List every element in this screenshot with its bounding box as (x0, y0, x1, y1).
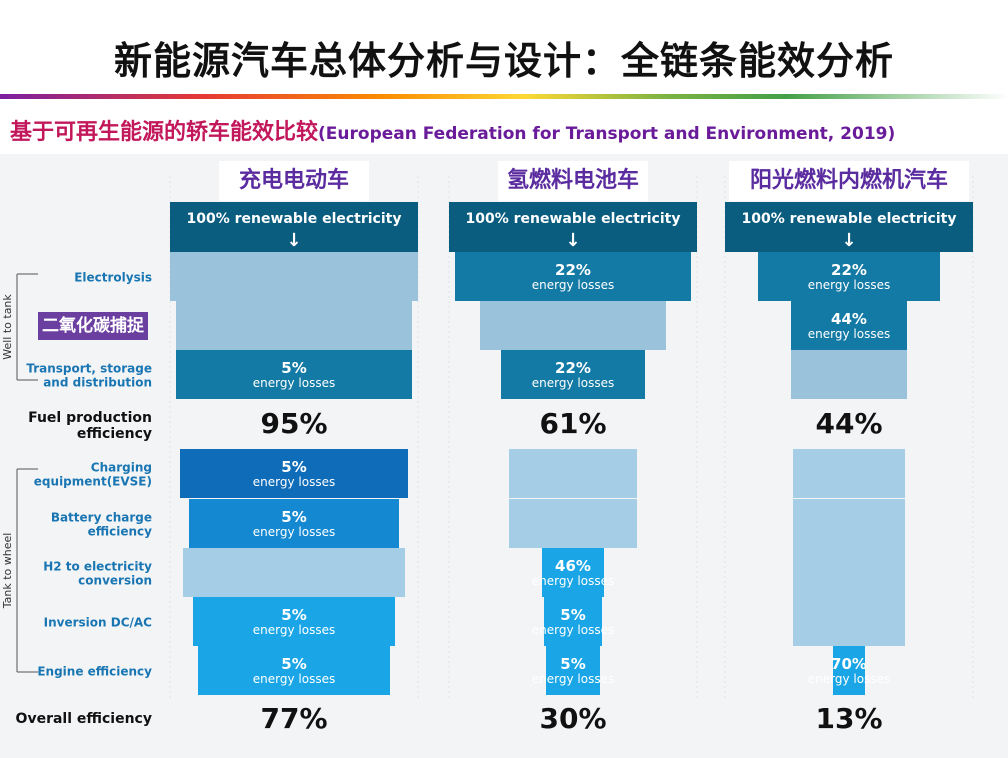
stage-bar (833, 646, 865, 695)
loss-value-label: 5% (281, 508, 306, 526)
stage-bar (170, 252, 418, 301)
overall-efficiency-value: 77% (260, 702, 327, 735)
loss-value-label: 5% (560, 606, 585, 624)
loss-caption-label: energy losses (253, 376, 335, 390)
loss-value-label: 5% (281, 359, 306, 377)
source-label: 100% renewable electricity (466, 211, 681, 227)
overall-efficiency-label: Overall efficiency (16, 711, 152, 727)
fuel-production-label: efficiency (77, 426, 152, 442)
loss-value-label: 5% (560, 655, 585, 673)
stage-bar (198, 646, 390, 695)
stage-label: Inversion DC/AC (44, 616, 153, 630)
loss-caption-label: energy losses (253, 623, 335, 637)
stage-bar (193, 597, 395, 646)
co2-capture-annotation: 二氧化碳捕捉 (38, 312, 148, 340)
loss-value-label: 22% (555, 359, 591, 377)
source-label: 100% renewable electricity (187, 211, 402, 227)
stage-bar (183, 548, 405, 597)
stage-bar (758, 252, 940, 301)
loss-caption-label: energy losses (532, 672, 614, 686)
loss-caption-label: energy losses (808, 672, 890, 686)
stage-label: Battery charge (51, 511, 152, 525)
stage-bar (176, 301, 412, 350)
loss-caption-label: energy losses (253, 475, 335, 489)
stage-bar (180, 449, 408, 498)
fuel-efficiency-value: 95% (260, 407, 327, 440)
stage-bar (546, 646, 600, 695)
stage-bar (791, 350, 907, 399)
loss-value-label: 22% (555, 261, 591, 279)
group-label: Well to tank (1, 294, 14, 360)
source-box (725, 202, 973, 252)
loss-value-label: 44% (831, 310, 867, 328)
loss-caption-label: energy losses (253, 672, 335, 686)
stage-bar (509, 449, 637, 498)
stage-label: and distribution (43, 376, 152, 390)
stage-label: H2 to electricity (43, 560, 152, 574)
loss-value-label: 5% (281, 606, 306, 624)
subtitle-row: 基于可再生能源的轿车能效比较(European Federation for T… (10, 114, 895, 146)
group-label: Tank to wheel (1, 533, 14, 610)
stage-bar (176, 350, 412, 399)
chart-subtitle: 基于可再生能源的轿车能效比较 (10, 120, 319, 145)
loss-value-label: 22% (831, 261, 867, 279)
vehicle-header-1: 充电电动车 (219, 161, 369, 201)
fuel-efficiency-value: 44% (815, 407, 882, 440)
stage-bar (793, 499, 905, 548)
stage-label: Charging (91, 461, 152, 475)
stage-label: Transport, storage (26, 362, 152, 376)
stage-bar (793, 597, 905, 646)
stage-bar (189, 499, 399, 548)
loss-value-label: 46% (555, 557, 591, 575)
loss-value-label: 5% (281, 655, 306, 673)
source-box (170, 202, 418, 252)
loss-caption-label: energy losses (532, 376, 614, 390)
stage-label: conversion (78, 574, 152, 588)
loss-caption-label: energy losses (808, 278, 890, 292)
source-citation: (European Federation for Transport and E… (318, 124, 896, 144)
arrow-down-icon: ↓ (841, 230, 856, 251)
arrow-down-icon: ↓ (565, 230, 580, 251)
loss-caption-label: energy losses (253, 525, 335, 539)
arrow-down-icon: ↓ (286, 230, 301, 251)
vehicle-header-3: 阳光燃料内燃机汽车 (729, 161, 969, 201)
fuel-production-label: Fuel production (28, 410, 152, 426)
overall-efficiency-value: 13% (815, 702, 882, 735)
stage-bar (501, 350, 645, 399)
source-label: 100% renewable electricity (742, 211, 957, 227)
source-box (449, 202, 697, 252)
loss-caption-label: energy losses (532, 623, 614, 637)
loss-caption-label: energy losses (532, 574, 614, 588)
stage-bar (544, 597, 602, 646)
stage-bar (480, 301, 666, 350)
stage-label: Engine efficiency (37, 665, 152, 679)
loss-caption-label: energy losses (808, 327, 890, 341)
stage-label: Electrolysis (74, 271, 152, 285)
stage-bar (793, 449, 905, 498)
stage-label: efficiency (88, 525, 153, 539)
rainbow-divider (0, 94, 1008, 99)
stage-bar (791, 301, 907, 350)
stage-bar (509, 499, 637, 548)
stage-bar (542, 548, 604, 597)
stage-label: equipment(EVSE) (34, 475, 152, 489)
loss-caption-label: energy losses (532, 278, 614, 292)
fuel-efficiency-value: 61% (539, 407, 606, 440)
stage-bar (455, 252, 691, 301)
loss-value-label: 70% (831, 655, 867, 673)
vehicle-header-2: 氢燃料电池车 (498, 161, 648, 201)
stage-bar (793, 548, 905, 597)
overall-efficiency-value: 30% (539, 702, 606, 735)
page-title: 新能源汽车总体分析与设计：全链条能效分析 (113, 39, 894, 83)
loss-value-label: 5% (281, 458, 306, 476)
